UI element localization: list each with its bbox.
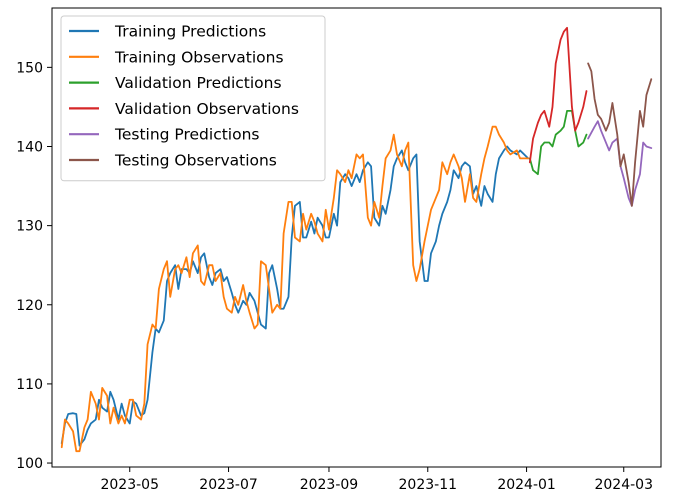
y-tick-label: 120 — [16, 298, 43, 314]
legend: Training Predictions Training Observation… — [60, 15, 326, 182]
legend-label: Validation Observations — [115, 100, 299, 118]
series-line-5 — [587, 62, 653, 207]
legend-label: Validation Predictions — [115, 74, 282, 92]
x-tick-label: 2023-09 — [300, 477, 359, 493]
legend-label: Testing Observations — [114, 152, 277, 170]
x-tick-label: 2023-05 — [100, 477, 159, 493]
y-tick-label: 110 — [16, 377, 43, 393]
legend-label: Training Observations — [114, 48, 284, 66]
legend-label: Training Predictions — [114, 23, 266, 41]
x-tick-label: 2023-07 — [199, 477, 258, 493]
y-tick-label: 140 — [16, 139, 43, 155]
x-tick-label: 2024-01 — [497, 477, 556, 493]
x-tick-label: 2023-11 — [399, 477, 458, 493]
legend-label: Testing Predictions — [114, 126, 260, 144]
plot-area — [60, 26, 653, 453]
y-tick-label: 100 — [16, 456, 43, 472]
axes-frame — [51, 7, 662, 468]
y-tick-label: 150 — [16, 60, 43, 76]
x-tick-label: 2024-03 — [594, 477, 653, 493]
legend-box — [60, 15, 326, 182]
x-axis: 2023-05 2023-07 2023-09 2023-11 2024-01 2024-… — [100, 467, 653, 493]
y-axis: 100 110 120 130 140 150 — [16, 60, 52, 472]
series-line-2 — [528, 109, 588, 176]
series-line-1 — [60, 125, 530, 453]
series-line-0 — [60, 145, 530, 447]
y-tick-label: 130 — [16, 219, 43, 235]
series-line-3 — [528, 26, 588, 164]
